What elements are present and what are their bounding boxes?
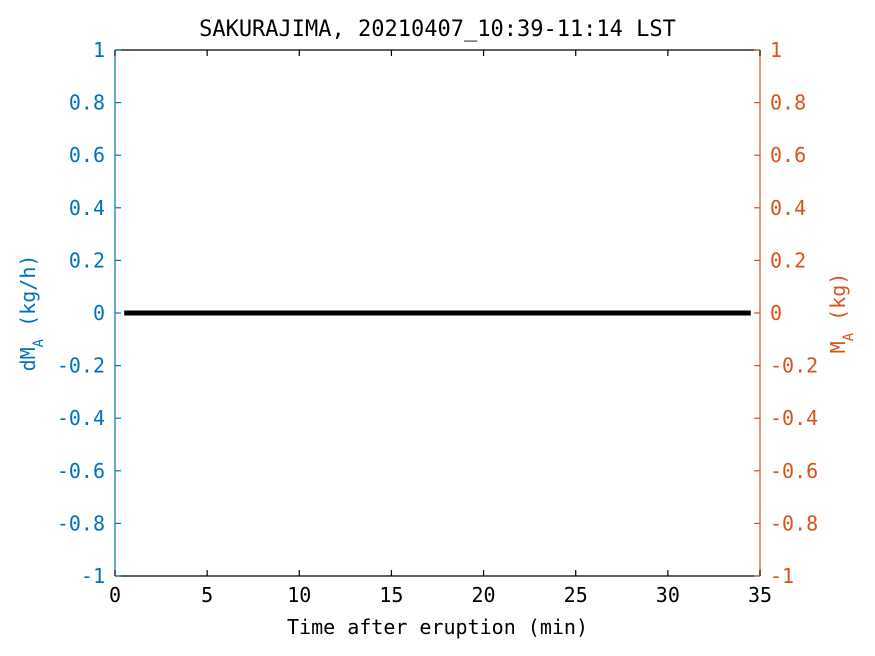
yR-tick-label: -0.6 [770,459,818,483]
yL-tick-label: -0.6 [57,459,105,483]
yR-tick-label: -0.8 [770,511,818,535]
yL-tick-label: 0.6 [69,143,105,167]
yL-tick-label: 0 [93,301,105,325]
yR-tick-label: -1 [770,564,794,588]
x-tick-label: 30 [656,583,680,607]
chart-container: 05101520253035-1-0.8-0.6-0.4-0.200.20.40… [0,0,875,656]
x-tick-label: 15 [379,583,403,607]
yL-tick-label: -1 [81,564,105,588]
x-tick-label: 20 [472,583,496,607]
x-tick-label: 5 [201,583,213,607]
x-axis-label: Time after eruption (min) [287,615,588,639]
x-tick-label: 35 [748,583,772,607]
yR-tick-label: -0.2 [770,354,818,378]
yR-tick-label: 0.8 [770,91,806,115]
yL-tick-label: -0.4 [57,406,105,430]
yL-tick-label: 0.4 [69,196,105,220]
yL-tick-label: 0.2 [69,248,105,272]
yR-tick-label: 0 [770,301,782,325]
yL-tick-label: -0.2 [57,354,105,378]
yL-tick-label: -0.8 [57,511,105,535]
yR-tick-label: 0.2 [770,248,806,272]
chart-svg: 05101520253035-1-0.8-0.6-0.4-0.200.20.40… [0,0,875,656]
x-tick-label: 25 [564,583,588,607]
yR-tick-label: 0.6 [770,143,806,167]
yR-tick-label: 1 [770,38,782,62]
yL-tick-label: 1 [93,38,105,62]
yR-tick-label: 0.4 [770,196,806,220]
x-tick-label: 10 [287,583,311,607]
yL-tick-label: 0.8 [69,91,105,115]
chart-title: SAKURAJIMA, 20210407_10:39-11:14 LST [199,17,676,42]
x-tick-label: 0 [109,583,121,607]
yR-tick-label: -0.4 [770,406,818,430]
